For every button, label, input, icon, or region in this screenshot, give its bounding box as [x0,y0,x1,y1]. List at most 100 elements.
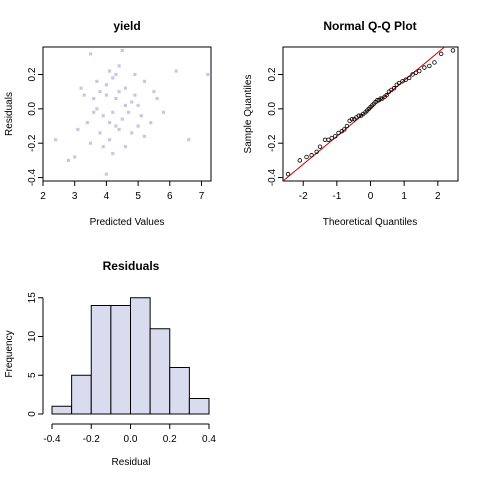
scatter-point [104,83,108,87]
y-tick-label: 15 [27,292,38,304]
y-axis-ticks: -0.4 -0.2 0.0 0.2 [267,67,283,186]
scatter-point [139,114,143,118]
histogram-bar [90,305,112,415]
scatter-point [79,86,83,90]
qq-point [297,158,303,163]
x-tick-label: 0 [368,191,374,202]
scatter-point [149,120,153,125]
y-tick-label: 0.0 [27,101,38,115]
x-axis-label: Predicted Values [90,217,165,228]
qq-reference-line [282,46,445,182]
x-axis-ticks: 2 3 4 5 6 7 [40,181,205,202]
scatter-point [136,103,140,108]
qq-point [317,144,323,149]
qq-point [342,127,347,132]
y-tick-label: 0.2 [267,67,278,81]
x-tick-label: -2 [299,191,308,202]
scatter-point [98,90,102,94]
qq-point [410,72,415,77]
scatter-point [85,120,89,125]
qq-point [336,130,341,136]
scatter-point [107,120,112,125]
scatter-point [111,151,115,156]
qq-point [432,60,437,65]
scatter-point [114,124,118,128]
scatter-point [206,72,210,77]
scatter-point [66,158,70,162]
histogram-bars [51,297,210,415]
y-tick-label: -0.4 [267,169,278,187]
qq-point [332,134,338,139]
qq-point [422,65,427,70]
scatter-point [126,110,131,114]
qq-point [344,123,350,129]
histogram-bar [149,328,171,415]
x-tick-label: 0.4 [202,434,216,445]
residuals-histogram-panel: Residuals Residual Frequency -0.4 -0.2 0.0… [4,259,216,468]
y-axis-ticks: -0.4 -0.2 0.0 0.2 [27,67,43,186]
scatter-point [111,76,115,80]
qq-point [329,135,334,141]
scatter-points [54,48,210,176]
x-axis-ticks: -2 -1 0 1 2 [299,181,441,202]
scatter-point [92,110,96,114]
scatter-point [82,93,86,97]
scatter-point [101,114,105,118]
x-tick-label: -0.4 [43,434,61,445]
scatter-point [104,172,108,176]
y-tick-label: -0.2 [267,134,278,152]
scatter-point [104,93,108,97]
histogram-bar [130,297,151,415]
histogram-bar [188,398,210,415]
x-tick-label: 1 [401,191,407,202]
x-tick-label: -0.2 [83,434,101,445]
plot-frame [282,46,459,182]
x-axis-label: Residual [112,457,151,468]
qq-point [378,96,383,101]
x-tick-label: 0.0 [124,434,138,445]
scatter-point [123,103,128,108]
y-tick-label: 0.0 [267,101,278,115]
qq-point [450,48,456,53]
x-axis: -0.4 -0.2 0.0 0.2 0.4 [43,423,216,445]
scatter-point [161,110,166,114]
scatter-point [133,72,137,77]
scatter-point [73,155,77,159]
scatter-point [120,117,124,121]
scatter-point [187,138,191,142]
x-tick-label: 5 [135,191,141,202]
qq-line [282,46,445,182]
x-tick-label: -1 [332,191,341,202]
scatter-point [95,79,99,83]
scatter-point [111,110,115,114]
x-tick-label: 4 [104,191,110,202]
scatter-point [120,48,124,53]
x-tick-label: 2 [435,191,441,202]
scatter-point [152,90,156,94]
scatter-point [95,107,99,111]
normal-qq-panel: Normal Q-Q Plot Theoretical Quantiles Sa… [243,19,459,228]
scatter-point [117,90,121,94]
x-axis-label: Theoretical Quantiles [323,217,418,228]
qq-point [391,86,397,91]
scatter-point [130,131,134,135]
scatter-point [107,69,112,73]
scatter-point [98,131,102,135]
scatter-point [174,69,178,73]
qq-point [417,68,422,74]
scatter-point [123,145,128,149]
y-tick-label: 0 [27,411,38,417]
histogram-bar [169,367,190,415]
x-tick-label: 2 [40,191,46,202]
y-axis-label: Frequency [4,330,15,377]
scatter-point [142,79,147,83]
scatter-point [114,72,118,77]
y-axis-label: Sample Quantiles [243,75,254,154]
y-tick-label: 10 [27,331,38,343]
qq-point [384,92,389,98]
scatter-point [130,100,134,104]
scatter-point [107,138,112,142]
qq-point [304,154,309,160]
y-tick-label: 0.2 [27,67,38,81]
